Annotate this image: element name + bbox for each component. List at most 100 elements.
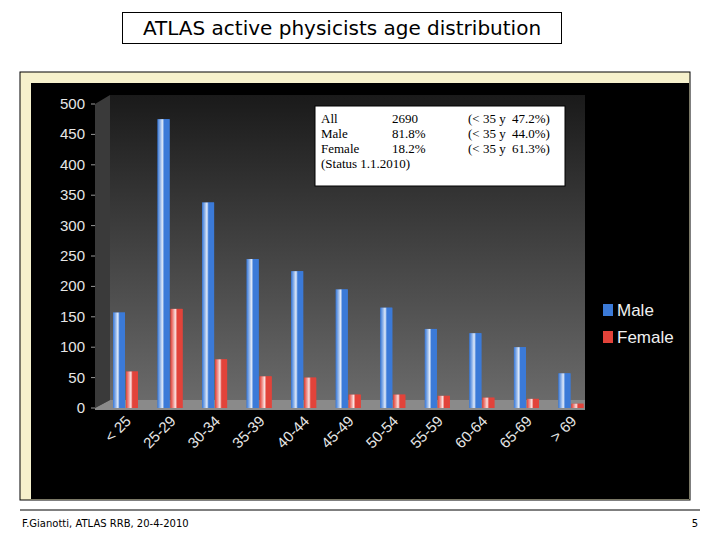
bar bbox=[202, 202, 214, 408]
y-tick-label: 250 bbox=[60, 247, 85, 264]
x-tick-label: 55-59 bbox=[407, 412, 446, 451]
bar bbox=[482, 398, 494, 408]
y-tick-label: 350 bbox=[60, 186, 85, 203]
bar bbox=[215, 359, 227, 408]
bar-shade bbox=[260, 376, 272, 408]
x-tick-label: 40-44 bbox=[273, 412, 312, 451]
bar bbox=[527, 399, 539, 408]
title: ATLAS active physicists age distribution bbox=[122, 12, 562, 44]
y-tick bbox=[91, 134, 95, 135]
bar-shade bbox=[336, 289, 348, 408]
y-tick-label: 400 bbox=[60, 156, 85, 173]
x-tick-label: 65-69 bbox=[496, 412, 535, 451]
bar bbox=[260, 376, 272, 408]
y-tick bbox=[91, 225, 95, 226]
bar bbox=[558, 373, 570, 408]
bar-shade bbox=[349, 395, 361, 408]
bar bbox=[571, 404, 583, 408]
y-tick-label: 50 bbox=[68, 369, 85, 386]
y-tick bbox=[91, 286, 95, 287]
bar bbox=[126, 372, 138, 408]
y-tick bbox=[91, 195, 95, 196]
bar bbox=[393, 395, 405, 408]
bar bbox=[349, 395, 361, 408]
annotation-text: (Status 1.1.2010) bbox=[321, 156, 410, 171]
bar bbox=[171, 309, 183, 408]
annotation-text: (< 35 y bbox=[468, 141, 506, 156]
chart: 050100150200250300350400450500< 2525-293… bbox=[0, 0, 720, 540]
x-tick-label: 35-39 bbox=[229, 412, 268, 451]
y-tick bbox=[91, 256, 95, 257]
annotation-text: (< 35 y bbox=[468, 126, 506, 141]
bar-shade bbox=[393, 395, 405, 408]
bar-shade bbox=[558, 373, 570, 408]
y-tick bbox=[91, 316, 95, 317]
annotation-text: 61.3%) bbox=[512, 141, 550, 156]
bar bbox=[438, 396, 450, 408]
bar bbox=[158, 119, 170, 408]
annotation-text: 44.0%) bbox=[512, 126, 550, 141]
footer-text: F.Gianotti, ATLAS RRB, 20-4-2010 bbox=[22, 518, 189, 529]
bar-shade bbox=[215, 359, 227, 408]
y-tick bbox=[91, 408, 95, 409]
bar-shade bbox=[571, 404, 583, 408]
y-tick-label: 100 bbox=[60, 338, 85, 355]
bar-shade bbox=[469, 333, 481, 408]
bar bbox=[425, 329, 437, 408]
y-tick-label: 300 bbox=[60, 217, 85, 234]
y-tick bbox=[91, 164, 95, 165]
bar-shade bbox=[171, 309, 183, 408]
bar-shade bbox=[380, 308, 392, 408]
annotation-text: All bbox=[321, 111, 338, 126]
bar-shade bbox=[126, 372, 138, 408]
x-tick-label: 30-34 bbox=[184, 412, 223, 451]
annotation-text: (< 35 y bbox=[468, 111, 506, 126]
page-number: 5 bbox=[692, 518, 698, 529]
x-tick-label: < 25 bbox=[101, 412, 134, 445]
y-tick-label: 0 bbox=[77, 399, 85, 416]
annotation-box bbox=[315, 106, 565, 186]
x-tick-label: > 69 bbox=[547, 412, 580, 445]
y-tick bbox=[91, 347, 95, 348]
y-tick-label: 450 bbox=[60, 125, 85, 142]
bar-shade bbox=[438, 396, 450, 408]
annotation-text: Male bbox=[321, 126, 348, 141]
y-tick bbox=[91, 377, 95, 378]
annotation-text: Female bbox=[321, 141, 359, 156]
x-tick-label: 45-49 bbox=[318, 412, 357, 451]
legend-swatch bbox=[603, 304, 613, 316]
annotation-text: 18.2% bbox=[392, 141, 426, 156]
bar-shade bbox=[202, 202, 214, 408]
x-tick-label: 50-54 bbox=[362, 412, 401, 451]
legend-label: Female bbox=[617, 328, 674, 347]
y-tick-label: 150 bbox=[60, 308, 85, 325]
annotation-text: 47.2%) bbox=[512, 111, 550, 126]
legend-label: Male bbox=[617, 301, 654, 320]
annotation-text: 2690 bbox=[392, 111, 418, 126]
y-tick-label: 200 bbox=[60, 277, 85, 294]
x-tick-label: 60-64 bbox=[451, 412, 490, 451]
bar-shade bbox=[425, 329, 437, 408]
bar-shade bbox=[158, 119, 170, 408]
bar-shade bbox=[113, 313, 125, 408]
bar bbox=[514, 347, 526, 408]
side-wall bbox=[95, 95, 110, 408]
annotation-text: 81.8% bbox=[392, 126, 426, 141]
y-tick-label: 500 bbox=[60, 95, 85, 112]
outer-frame bbox=[20, 72, 690, 500]
bar-shade bbox=[247, 259, 259, 408]
bar-shade bbox=[514, 347, 526, 408]
chart-background bbox=[31, 83, 689, 499]
bar bbox=[336, 289, 348, 408]
bar bbox=[304, 378, 316, 408]
bar-shade bbox=[291, 271, 303, 408]
legend-swatch bbox=[603, 331, 613, 343]
bar-shade bbox=[304, 378, 316, 408]
bar-shade bbox=[527, 399, 539, 408]
bar-shade bbox=[482, 398, 494, 408]
bar bbox=[247, 259, 259, 408]
footer-rule bbox=[20, 510, 700, 511]
bar bbox=[291, 271, 303, 408]
bar bbox=[469, 333, 481, 408]
x-tick-label: 25-29 bbox=[140, 412, 179, 451]
